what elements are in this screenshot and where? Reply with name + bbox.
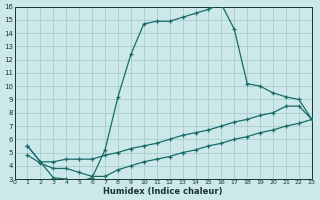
X-axis label: Humidex (Indice chaleur): Humidex (Indice chaleur) — [103, 187, 223, 196]
